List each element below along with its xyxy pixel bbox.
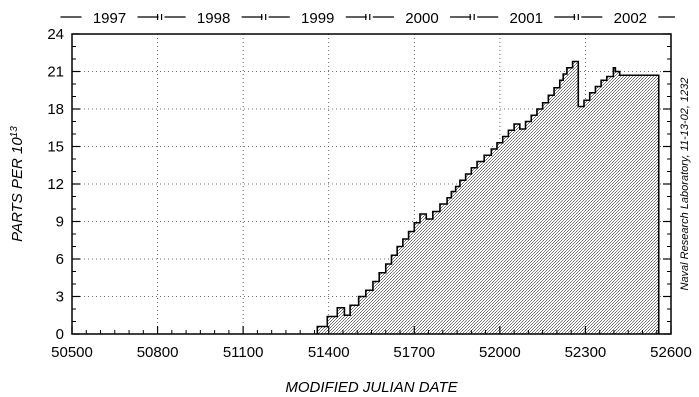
data-area-fill — [317, 61, 659, 334]
year-label: 2000 — [405, 10, 438, 27]
y-tick-label: 12 — [47, 176, 64, 193]
y-tick-label: 24 — [47, 26, 64, 43]
year-label: 2002 — [614, 10, 647, 27]
year-timeline: 1997 1998 1999 2000 2001 2002 — [60, 10, 675, 27]
x-tick-label: 51400 — [308, 344, 350, 361]
credit-label: Naval Research Laboratory, 11-13-02, 123… — [679, 78, 691, 291]
y-tick-label: 15 — [47, 139, 64, 156]
x-tick-label: 52000 — [479, 344, 521, 361]
y-axis-title-text: PARTS PER 10 — [9, 137, 26, 242]
x-tick-label: 50800 — [137, 344, 179, 361]
year-label: 1999 — [301, 10, 334, 27]
year-label: 1997 — [93, 10, 126, 27]
x-tick-label: 52300 — [565, 344, 607, 361]
data-area — [316, 60, 660, 334]
x-axis-title: MODIFIED JULIAN DATE — [285, 379, 458, 396]
x-tick-label: 52600 — [650, 344, 692, 361]
data-step-line — [316, 60, 660, 334]
x-tick-label: 51100 — [223, 344, 264, 361]
year-label: 1998 — [197, 10, 230, 27]
year-label: 2001 — [510, 10, 543, 27]
y-tick-label: 18 — [47, 101, 64, 118]
y-axis-title: PARTS PER 1013 — [9, 126, 27, 242]
y-tick-label: 6 — [56, 251, 64, 268]
x-tick-label: 51700 — [393, 344, 435, 361]
axis-ticks: 50500 50800 51100 51400 51700 52000 52300 52600… — [47, 26, 692, 361]
y-tick-label: 9 — [56, 214, 64, 231]
y-tick-label: 21 — [47, 64, 64, 81]
y-tick-label: 0 — [56, 326, 64, 343]
y-tick-label: 3 — [56, 289, 64, 306]
x-tick-label: 50500 — [51, 344, 93, 361]
y-axis-title-exponent: 13 — [9, 126, 20, 138]
